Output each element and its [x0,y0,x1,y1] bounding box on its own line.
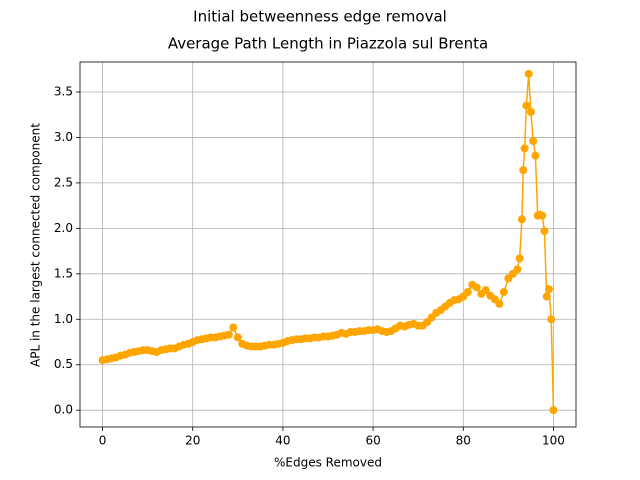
y-tick-label: 1.5 [54,266,73,280]
plot-frame [79,61,577,428]
data-point [547,315,556,324]
data-point [515,254,524,263]
data-point [463,288,472,296]
data-point [499,288,508,296]
y-tick-label: 0.5 [54,357,73,371]
data-point [524,69,533,78]
data-point [520,144,529,153]
data-point [495,299,504,308]
data-point [224,330,233,339]
data-line [102,73,555,411]
y-tick-label: 2.5 [54,175,73,189]
y-tick-label: 1.0 [54,312,73,326]
data-point [529,137,538,146]
data-point [549,406,558,415]
data-point [540,227,549,236]
data-point [531,151,540,160]
data-point [538,211,547,220]
x-tick-label: 80 [456,434,471,448]
x-tick-label: 100 [542,434,565,448]
data-point [229,323,238,332]
data-point [526,108,535,116]
data-point [481,286,490,295]
data-point [544,285,553,294]
x-tick-label: 0 [99,434,107,448]
data-point [472,283,481,292]
data-point [513,265,522,274]
x-axis-label: %Edges Removed [274,456,382,470]
data-point [519,166,528,175]
data-point [233,333,242,342]
y-tick-label: 3.0 [54,130,73,144]
data-point [522,101,531,110]
data-point [542,292,551,301]
y-tick-label: 3.5 [54,85,73,99]
x-tick-label: 60 [365,434,380,448]
x-tick-label: 40 [275,434,290,448]
x-tick-label: 20 [185,434,200,448]
y-tick-label: 0.0 [54,403,73,417]
axes-title: Average Path Length in Piazzola sul Bren… [168,35,488,53]
figure-title: Initial betweenness edge removal [193,8,447,26]
data-point [517,215,526,224]
y-tick-label: 2.0 [54,221,73,235]
y-axis-label: APL in the largest connected component [29,123,43,367]
